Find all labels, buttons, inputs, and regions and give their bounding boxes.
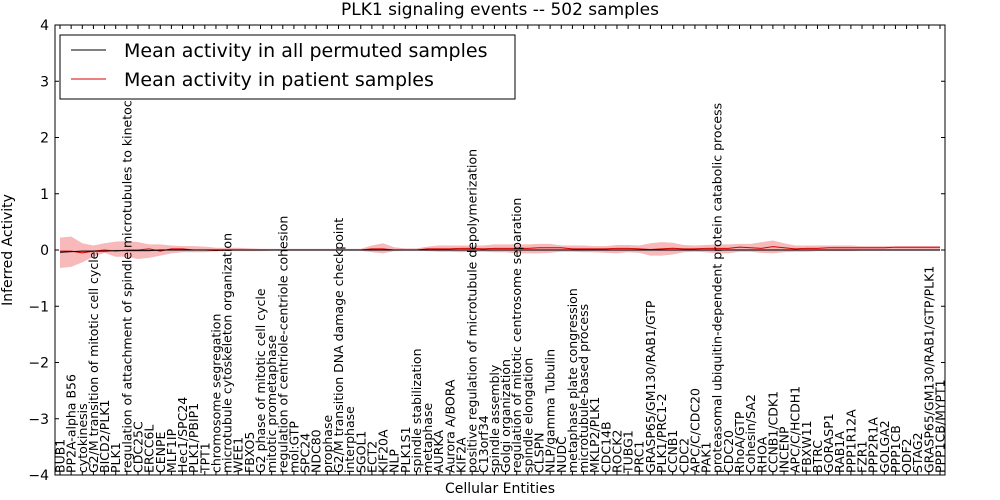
x-tick-label: CCNB1 bbox=[665, 430, 680, 473]
x-tick-label: Hec1/SPC24 bbox=[175, 397, 190, 473]
x-tick-label: APC/C/CDC20 bbox=[687, 388, 702, 473]
x-tick-label: PLK1/PRC1-2 bbox=[654, 393, 669, 473]
x-tick-label: Aurora A/BORA bbox=[442, 379, 457, 473]
x-tick-label: PLK1/PBIP1 bbox=[186, 403, 201, 473]
x-tick-label: PPP2R1A bbox=[866, 417, 881, 473]
y-tick-label: −1 bbox=[28, 299, 49, 315]
x-tick-label: prophase bbox=[320, 415, 335, 473]
x-tick-label: spindle assembly bbox=[487, 364, 502, 473]
x-tick-label: INCENP bbox=[777, 426, 792, 473]
x-tick-label: GRASP65/GM130/RAB1/GTP bbox=[643, 300, 658, 473]
legend-box bbox=[59, 34, 516, 100]
x-tick-label: regulation of centriole-centriole cohesi… bbox=[275, 216, 290, 473]
y-tick-label: 4 bbox=[40, 18, 49, 34]
x-tick-label: Cohesin/SA2 bbox=[743, 394, 758, 473]
x-tick-label: cytokinesis bbox=[75, 403, 90, 473]
x-tick-label: GRASP65/GM130/RAB1/GTP/PLK1 bbox=[921, 266, 936, 473]
x-tick-label: CLSPN bbox=[531, 432, 546, 473]
x-tick-label: regulation of attachment of spindle micr… bbox=[119, 72, 134, 473]
x-tick-label: CCNB1/CDK1 bbox=[765, 391, 780, 473]
y-tick-label: 1 bbox=[40, 187, 49, 203]
x-tick-label: PLK1 bbox=[108, 442, 123, 473]
x-tick-label: CDC20 bbox=[721, 430, 736, 473]
x-tick-label: microtubule cytoskeleton organization bbox=[220, 233, 235, 473]
x-axis-label: Cellular Entities bbox=[445, 481, 555, 497]
x-tick-label: SGOL1 bbox=[353, 431, 368, 473]
y-tick-label: 3 bbox=[40, 74, 49, 90]
x-tick-label: NUDC bbox=[554, 436, 569, 473]
x-tick-label: AURKA bbox=[431, 430, 446, 473]
x-tick-label: metaphase bbox=[420, 403, 435, 473]
x-tick-label: ROCK2 bbox=[609, 430, 624, 473]
legend-label-permuted: Mean activity in all permuted samples bbox=[124, 40, 487, 62]
x-tick-label: SPC24 bbox=[298, 433, 313, 473]
x-tick-label: WEE1 bbox=[231, 437, 246, 473]
patient-band bbox=[60, 236, 940, 268]
x-tick-label: KIF2A bbox=[454, 437, 469, 473]
y-tick-label: −2 bbox=[28, 356, 49, 372]
x-tick-label: PAK1 bbox=[699, 442, 714, 473]
x-tick-label: PPP1CB bbox=[888, 425, 903, 473]
y-tick-label: 2 bbox=[40, 131, 49, 147]
x-tick-label: GORASP1 bbox=[821, 413, 836, 473]
chart-title: PLK1 signaling events -- 502 samples bbox=[341, 0, 659, 20]
x-tick-label: ECT2 bbox=[364, 441, 379, 473]
x-tick-label: chromosome segregation bbox=[208, 314, 223, 473]
x-tick-label: CDC14B bbox=[598, 421, 613, 473]
x-tick-label: mitotic prometaphase bbox=[264, 335, 279, 473]
x-tick-label: BUB1 bbox=[53, 439, 68, 473]
y-tick-label: −3 bbox=[28, 412, 49, 428]
legend-label-patient: Mean activity in patient samples bbox=[124, 69, 434, 91]
x-tick-label: PPP1R12A bbox=[843, 409, 858, 473]
x-tick-label: PPP1CB/MYPT1 bbox=[933, 379, 948, 473]
x-tick-label: Golgi organization bbox=[498, 359, 513, 473]
y-tick-label: 0 bbox=[40, 243, 49, 259]
x-tick-label: TUBG1 bbox=[621, 430, 636, 474]
x-tick-label: CDC2 bbox=[676, 438, 691, 473]
x-tick-label: NLP/gamma Tubulin bbox=[543, 349, 558, 473]
x-tick-label: RHOA bbox=[754, 436, 769, 473]
x-tick-label: metaphase plate congression bbox=[565, 288, 580, 473]
x-tick-label: PP2A-alpha B56 bbox=[64, 374, 79, 473]
x-tick-label: microtubule-based process bbox=[576, 304, 591, 473]
y-tick-label: −4 bbox=[28, 468, 49, 484]
x-tick-label: RhoA/GTP bbox=[732, 411, 747, 473]
x-tick-label: STAG2 bbox=[910, 432, 925, 473]
x-tick-label: interphase bbox=[342, 406, 357, 473]
x-tick-label: ODF2 bbox=[899, 438, 914, 473]
x-tick-label: ERCC6L bbox=[142, 425, 157, 473]
x-tick-label: FBXW11 bbox=[799, 420, 814, 473]
x-tick-label: positive regulation of microtubule depol… bbox=[465, 149, 480, 473]
y-axis-label: Inferred Activity bbox=[0, 194, 16, 306]
x-tick-label: PRC1 bbox=[632, 441, 647, 473]
x-tick-label: NLP bbox=[387, 449, 402, 473]
x-tick-label: C13orf34 bbox=[476, 415, 491, 473]
x-tick-label: CDC25C bbox=[130, 421, 145, 473]
x-tick-label: CENPE bbox=[153, 431, 168, 473]
x-tick-label: spindle elongation bbox=[520, 358, 535, 473]
x-tick-label: G2 phase of mitotic cell cycle bbox=[253, 288, 268, 473]
x-tick-label: KIF20A bbox=[376, 429, 391, 473]
legend: Mean activity in all permuted samples Me… bbox=[59, 34, 516, 100]
x-tick-label: proteasomal ubiquitin-dependent protein … bbox=[710, 103, 725, 473]
x-tick-label: G2/M transition of mitotic cell cycle bbox=[86, 251, 101, 473]
x-tick-label: G2/M transition DNA damage checkpoint bbox=[331, 218, 346, 473]
x-tick-label: BICD2/PLK1 bbox=[97, 400, 112, 473]
x-tick-label: MLF1IP bbox=[164, 428, 179, 473]
x-tick-label: PLK1S1 bbox=[398, 426, 413, 473]
x-tick-label: MKLP2/PLK1 bbox=[587, 397, 602, 473]
x-tick-label: spindle stabilization bbox=[409, 348, 424, 473]
x-tick-label: TPT1 bbox=[197, 442, 212, 474]
x-tick-label: RAB1A bbox=[832, 431, 847, 473]
x-tick-label: mol:GTP bbox=[286, 421, 301, 473]
x-tick-label: FBXO5 bbox=[242, 432, 257, 473]
permuted-line bbox=[59, 249, 940, 253]
x-tick-label: NDC80 bbox=[309, 429, 324, 473]
x-tick-label: BTRC bbox=[810, 440, 825, 473]
x-tick-label: APC/C/HCDH1 bbox=[788, 386, 803, 473]
x-tick-label: GOLGA2 bbox=[877, 420, 892, 473]
x-tick-label: regulation of mitotic centrosome separat… bbox=[509, 198, 524, 473]
x-tick-label: FZR1 bbox=[855, 441, 870, 473]
